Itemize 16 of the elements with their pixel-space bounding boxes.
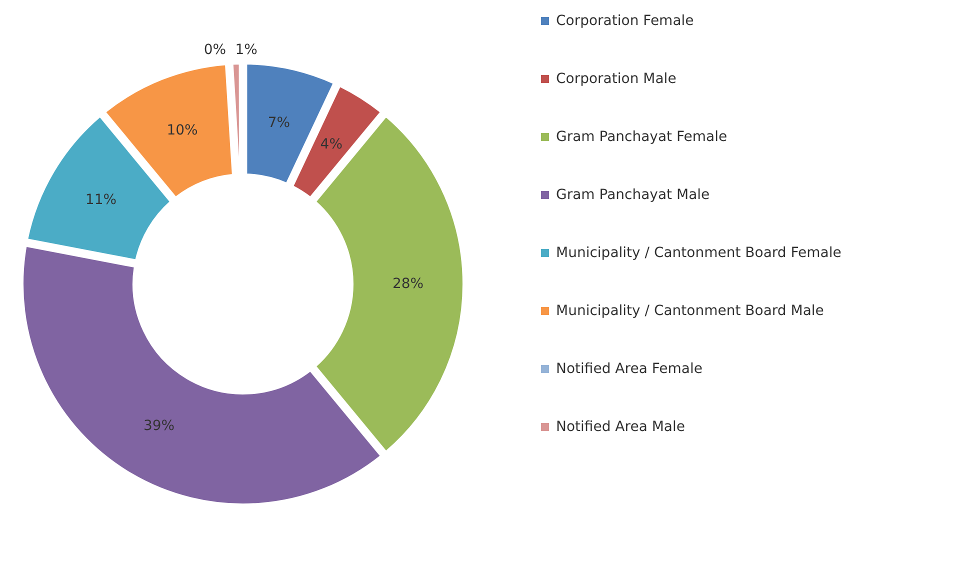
legend-label: Notified Area Female: [556, 361, 702, 377]
legend-label: Corporation Male: [556, 71, 676, 87]
legend-label: Corporation Female: [556, 13, 694, 29]
legend-label: Gram Panchayat Male: [556, 187, 710, 203]
data-label: 39%: [143, 418, 175, 434]
data-label: 1%: [235, 42, 258, 58]
data-label: 28%: [392, 276, 424, 292]
legend-label: Municipality / Cantonment Board Male: [556, 303, 824, 319]
data-label: 7%: [268, 114, 290, 131]
legend-label: Notified Area Male: [556, 419, 686, 435]
legend-label: Municipality / Cantonment Board Female: [556, 245, 842, 261]
data-label: 11%: [85, 192, 117, 208]
data-label: 4%: [320, 136, 343, 153]
legend-label: Gram Panchayat Female: [556, 129, 728, 145]
text: 0%: [204, 42, 226, 58]
data-label: 10%: [166, 122, 198, 139]
